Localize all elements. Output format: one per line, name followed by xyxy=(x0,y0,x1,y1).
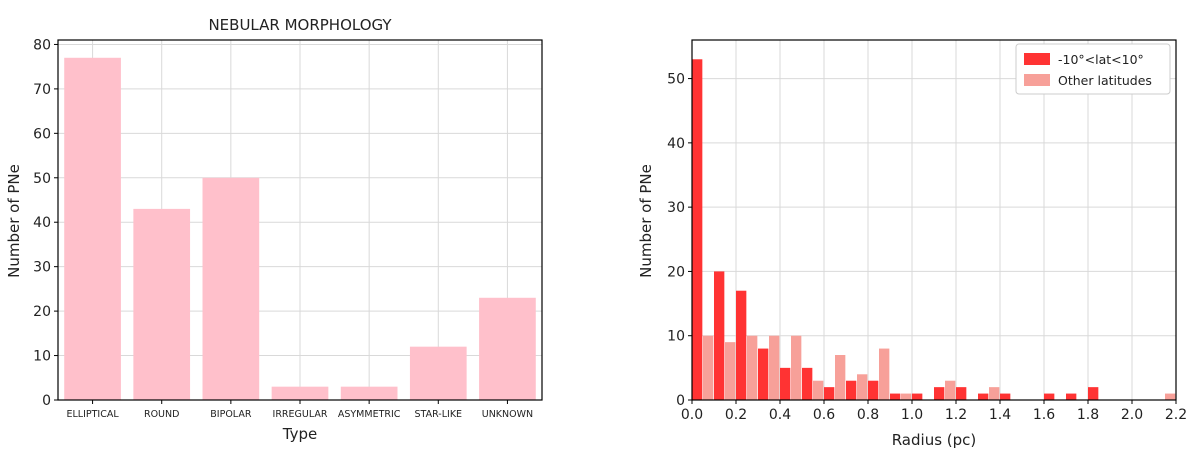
bar xyxy=(479,297,536,400)
bar xyxy=(945,380,956,400)
x-tick-label: ASYMMETRIC xyxy=(338,409,401,420)
chart-title: NEBULAR MORPHOLOGY xyxy=(208,16,392,34)
bar xyxy=(835,355,846,400)
y-tick-label: 40 xyxy=(667,136,685,152)
x-tick-label: ROUND xyxy=(144,409,179,420)
y-ticks: 0 10 20 30 40 50 xyxy=(667,72,692,409)
radius-histogram: 0 10 20 30 40 50 0.0 0.2 0.4 0.6 0.8 1.0 1.2 1.4 1.6 1… xyxy=(637,39,1187,449)
bar xyxy=(824,387,835,400)
y-tick-label: 0 xyxy=(42,393,51,409)
bar xyxy=(1044,393,1055,400)
legend-label: Other latitudes xyxy=(1058,73,1152,88)
x-axis-label: Type xyxy=(282,425,317,443)
x-tick-label: 1.0 xyxy=(901,407,923,423)
bar xyxy=(725,342,736,400)
legend: -10°<lat<10° Other latitudes xyxy=(1015,43,1171,95)
bar xyxy=(769,335,780,400)
bar xyxy=(758,348,769,400)
bar xyxy=(978,393,989,400)
x-tick-label: 0.4 xyxy=(769,407,791,423)
legend-swatch xyxy=(1024,53,1050,65)
bar xyxy=(857,374,868,400)
bar xyxy=(202,177,260,400)
y-tick-label: 60 xyxy=(33,126,51,142)
x-ticks: ELLIPTICAL ROUND BIPOLAR IRREGULAR ASYMMETRI… xyxy=(66,400,533,420)
bar xyxy=(1000,393,1011,400)
plot-frame xyxy=(691,39,1177,401)
y-tick-label: 70 xyxy=(33,82,51,98)
x-tick-label: UNKNOWN xyxy=(482,409,533,420)
y-tick-label: 20 xyxy=(667,264,685,280)
x-tick-label: STAR-LIKE xyxy=(414,409,462,420)
y-tick-label: 80 xyxy=(33,37,51,53)
bar xyxy=(890,393,901,400)
x-tick-label: 1.2 xyxy=(945,407,967,423)
bars xyxy=(692,59,1176,401)
bar xyxy=(879,348,890,400)
bar xyxy=(813,380,824,400)
bar xyxy=(846,380,857,400)
x-ticks: 0.0 0.2 0.4 0.6 0.8 1.0 1.2 1.4 1.6 1.8 2.0 2.2 xyxy=(681,400,1187,423)
bar xyxy=(780,367,791,400)
bar xyxy=(340,386,398,400)
x-tick-label: BIPOLAR xyxy=(210,409,252,420)
x-tick-label: 2.2 xyxy=(1165,407,1187,423)
legend-box xyxy=(1015,43,1171,95)
x-tick-label: 1.8 xyxy=(1077,407,1099,423)
bar xyxy=(1066,393,1077,400)
y-tick-label: 10 xyxy=(667,329,685,345)
bar xyxy=(791,335,802,400)
x-tick-label: 1.4 xyxy=(989,407,1011,423)
bar xyxy=(956,387,967,400)
x-tick-label: 0.6 xyxy=(813,407,835,423)
bar xyxy=(736,290,747,400)
bar xyxy=(64,57,121,401)
morphology-chart: NEBULAR MORPHOLOGY 0 10 20 30 40 50 60 70 80 ELL… xyxy=(5,16,543,443)
y-tick-label: 20 xyxy=(33,304,51,320)
x-tick-label: 0.8 xyxy=(857,407,879,423)
bar xyxy=(989,387,1000,400)
y-axis-label: Number of PNe xyxy=(5,164,23,278)
bar xyxy=(868,380,879,400)
y-ticks: 0 10 20 30 40 50 60 70 80 xyxy=(33,37,58,409)
y-tick-label: 40 xyxy=(33,215,51,231)
bar xyxy=(747,335,758,400)
bar xyxy=(802,367,813,400)
y-tick-label: 50 xyxy=(667,72,685,88)
x-tick-label: ELLIPTICAL xyxy=(66,409,119,420)
x-tick-label: 0.2 xyxy=(725,407,747,423)
bar xyxy=(1088,387,1099,400)
legend-swatch xyxy=(1024,74,1050,86)
x-axis-label: Radius (pc) xyxy=(892,431,977,449)
bar xyxy=(271,386,329,400)
bar xyxy=(901,393,912,400)
x-tick-label: IRREGULAR xyxy=(273,409,328,420)
y-tick-label: 30 xyxy=(33,260,51,276)
bar xyxy=(692,59,703,401)
bar xyxy=(703,335,714,400)
y-tick-label: 50 xyxy=(33,171,51,187)
bar xyxy=(934,387,945,400)
y-axis-label: Number of PNe xyxy=(637,164,655,278)
y-tick-label: 10 xyxy=(33,349,51,365)
y-tick-label: 0 xyxy=(676,393,685,409)
x-tick-label: 1.6 xyxy=(1033,407,1055,423)
bar xyxy=(133,208,191,400)
x-tick-label: 2.0 xyxy=(1121,407,1143,423)
bar xyxy=(912,393,923,400)
grid xyxy=(58,40,542,401)
bar xyxy=(409,346,467,400)
legend-label: -10°<lat<10° xyxy=(1058,52,1144,67)
bars xyxy=(64,57,536,401)
bar xyxy=(714,271,725,400)
y-tick-label: 30 xyxy=(667,200,685,216)
bar xyxy=(1165,393,1176,400)
x-tick-label: 0.0 xyxy=(681,407,703,423)
